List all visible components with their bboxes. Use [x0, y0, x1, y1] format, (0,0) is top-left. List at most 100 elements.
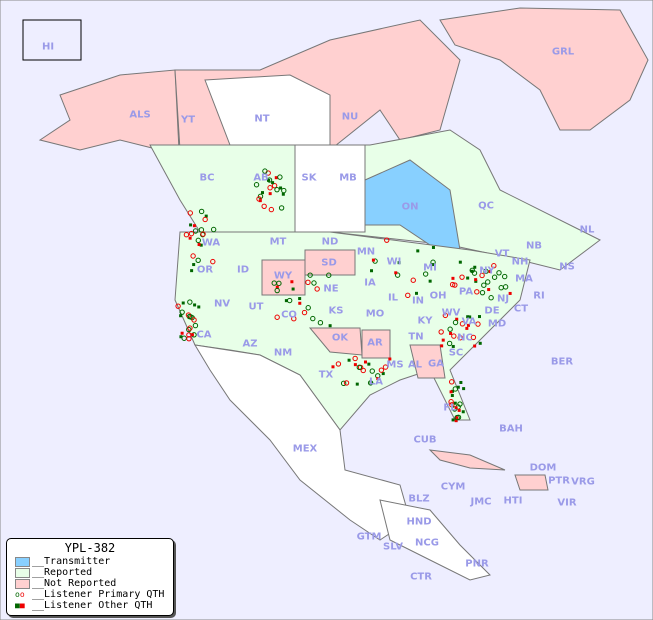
- listener-other-marker: [474, 278, 478, 282]
- listener-primary-marker: [452, 386, 459, 392]
- listener-primary-marker: [447, 326, 453, 332]
- listener-primary-marker: [369, 368, 375, 374]
- listener-other-marker: [371, 258, 375, 262]
- listener-primary-marker: [479, 272, 485, 279]
- listener-primary-marker: [422, 271, 429, 277]
- legend-label: __Transmitter: [32, 556, 111, 567]
- region-ga: [409, 344, 446, 379]
- region-label-jmc: JMC: [470, 496, 492, 508]
- listener-primary-marker: [449, 281, 456, 288]
- listener-other-marker: [466, 323, 470, 327]
- region-label-al: AL: [407, 359, 423, 371]
- region-label-nh: NH: [511, 256, 529, 268]
- region-label-sd: SD: [321, 257, 337, 269]
- region-label-pnr: PNR: [465, 558, 489, 570]
- listener-other-marker: [275, 285, 279, 289]
- region-label-wv: WV: [441, 307, 461, 319]
- region-label-nu: NU: [341, 111, 359, 123]
- region-label-cym: CYM: [440, 481, 466, 493]
- region-label-slv: SLV: [383, 541, 403, 553]
- reported-swatch: [15, 567, 30, 578]
- listener-primary-marker: [291, 316, 297, 322]
- region-hispaniola: [514, 474, 549, 491]
- listener-primary-marker: [457, 401, 463, 407]
- listener-other-marker: [353, 363, 357, 367]
- region-label-ne: NE: [323, 283, 339, 295]
- listener-other-marker: [459, 380, 463, 384]
- region-label-co: CO: [281, 309, 297, 321]
- region-label-ok: OK: [331, 332, 349, 344]
- listener-primary-marker: [356, 364, 363, 370]
- listener-other-marker: [488, 270, 492, 274]
- region-label-in: IN: [411, 295, 425, 307]
- listener-other-marker: [328, 324, 332, 328]
- region-label-ptr: PTR: [548, 475, 570, 487]
- listener-primary-marker: [271, 182, 278, 189]
- listener-primary-marker: [491, 263, 497, 269]
- square-marker-icon: ■■: [15, 601, 25, 610]
- legend-other-qth: ■■ __Listener Other QTH: [15, 600, 173, 611]
- region-label-mt: MT: [269, 236, 287, 248]
- region-label-ky: KY: [417, 315, 433, 327]
- region-label-oh: OH: [429, 290, 447, 302]
- listener-other-marker: [453, 401, 457, 405]
- region-label-mex: MEX: [292, 443, 318, 455]
- listener-other-marker: [291, 287, 295, 291]
- region-label-ms: MS: [386, 359, 404, 371]
- listener-primary-marker: [475, 321, 481, 327]
- listener-other-marker: [199, 243, 203, 247]
- listener-other-marker: [451, 344, 455, 348]
- listener-primary-marker: [301, 309, 308, 316]
- listener-primary-marker: [190, 253, 196, 259]
- listener-other-marker: [466, 315, 470, 319]
- listener-primary-marker: [448, 379, 455, 385]
- region-label-nv: NV: [213, 298, 231, 310]
- listener-primary-marker: [457, 335, 463, 341]
- region-label-la: LA: [368, 376, 384, 388]
- listener-other-marker: [197, 243, 201, 247]
- listener-primary-marker: [188, 314, 194, 320]
- listener-other-marker: [457, 408, 461, 412]
- region-label-wa: WA: [201, 237, 221, 249]
- listener-primary-marker: [188, 230, 195, 237]
- region-label-hi: HI: [41, 41, 55, 53]
- listener-primary-marker: [195, 237, 201, 244]
- region-label-wi: WI: [386, 256, 402, 268]
- region-label-wy: WY: [273, 270, 293, 282]
- listener-other-marker: [450, 394, 454, 398]
- region-label-ar: AR: [367, 337, 383, 349]
- listener-primary-marker: [491, 274, 498, 280]
- region-label-blz: BLZ: [408, 493, 430, 505]
- listener-primary-marker: [278, 205, 285, 211]
- listener-primary-marker: [405, 292, 411, 299]
- listener-primary-marker: [326, 272, 332, 278]
- listener-primary-marker: [198, 208, 205, 215]
- region-label-mi: MI: [423, 262, 437, 274]
- region-label-ca: CA: [196, 329, 212, 341]
- listener-primary-marker: [192, 322, 199, 329]
- listener-primary-marker: [343, 380, 350, 386]
- listener-other-marker: [455, 317, 459, 321]
- listener-other-marker: [470, 269, 474, 273]
- region-label-cub: CUB: [413, 434, 437, 446]
- region-label-grl: GRL: [551, 46, 575, 58]
- listener-primary-marker: [438, 329, 444, 335]
- listener-primary-marker: [195, 257, 201, 264]
- region-label-tx: TX: [318, 369, 334, 381]
- listener-primary-marker: [382, 364, 389, 370]
- listener-primary-marker: [335, 361, 342, 367]
- region-label-id: ID: [236, 264, 250, 276]
- region-label-ut: UT: [248, 301, 264, 313]
- listener-primary-marker: [352, 355, 358, 362]
- region-label-az: AZ: [242, 338, 258, 350]
- region-label-hnd: HND: [406, 516, 432, 528]
- listener-other-marker: [190, 333, 194, 337]
- listener-other-marker: [189, 223, 193, 227]
- listener-other-marker: [440, 344, 444, 348]
- listener-primary-marker: [253, 182, 260, 188]
- region-label-ma: MA: [515, 273, 533, 285]
- listener-primary-marker: [459, 321, 466, 327]
- listener-other-marker: [179, 335, 183, 339]
- listener-other-marker: [473, 265, 477, 269]
